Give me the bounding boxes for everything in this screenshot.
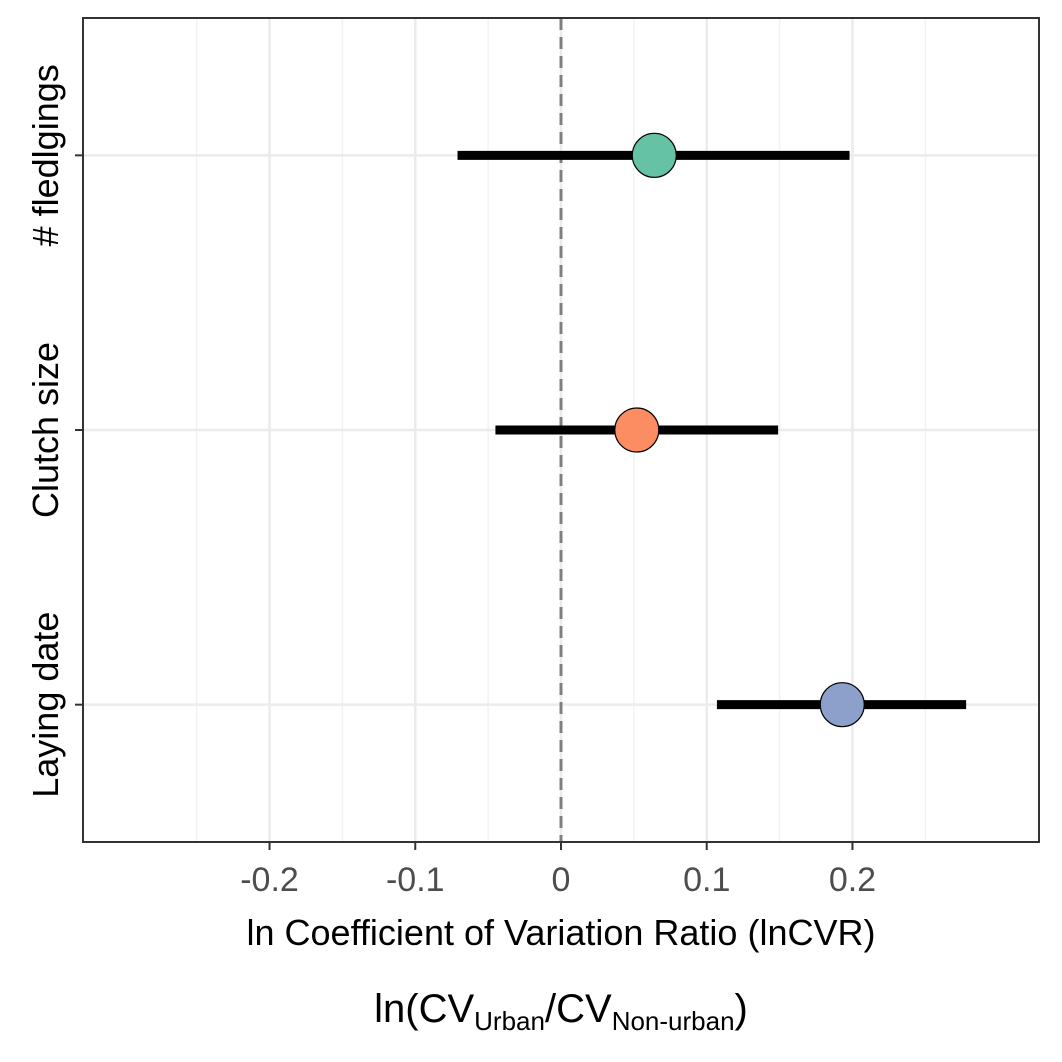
point-estimate: [819, 682, 865, 728]
formula-numerator: CV: [419, 987, 475, 1031]
formula-numerator-sub: Urban: [474, 1006, 545, 1036]
y-category-label: Clutch size: [25, 342, 66, 518]
axis-layer: -0.2 -0.1 0 0.1 0.2 # fledlgings Clutch size La…: [25, 64, 876, 899]
formula-suffix: ): [735, 987, 748, 1031]
formula-denominator-sub: Non-urban: [612, 1006, 735, 1036]
formula-prefix: ln(: [374, 987, 419, 1031]
formula-denominator: CV: [556, 987, 612, 1031]
formula-divider: /: [545, 987, 557, 1031]
x-axis-title: ln Coefficient of Variation Ratio (lnCVR…: [247, 912, 876, 953]
y-category-label: # fledlgings: [25, 64, 66, 246]
x-tick-label: -0.1: [386, 861, 445, 899]
point-estimate: [614, 407, 660, 453]
x-axis-formula: ln(CVUrban/CVNon-urban): [374, 987, 748, 1036]
x-tick-label: 0.2: [829, 861, 876, 899]
x-tick-label: 0: [552, 861, 571, 899]
x-tick-label: 0.1: [683, 861, 730, 899]
point-estimate: [631, 132, 677, 178]
x-tick-label: -0.2: [240, 861, 299, 899]
marks-layer: [457, 132, 967, 728]
y-category-label: Laying date: [25, 612, 66, 798]
